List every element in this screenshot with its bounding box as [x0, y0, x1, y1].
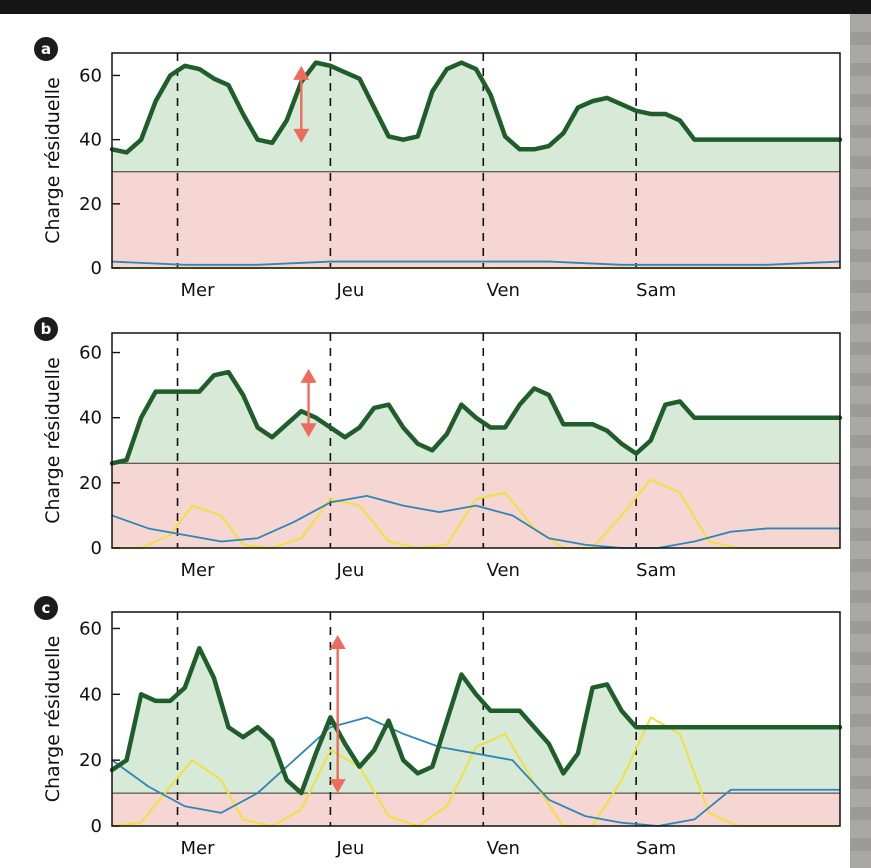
- series-line-yellow: [111, 478, 841, 549]
- panel-badge-label: b: [41, 320, 52, 338]
- x-day-label: Jeu: [336, 560, 365, 581]
- variation-arrow-head-top: [293, 65, 310, 80]
- y-tick-label: 0: [91, 816, 102, 837]
- series-line-yellow: [111, 716, 841, 827]
- y-tick-label: 20: [79, 750, 102, 771]
- residual-load-line: [109, 60, 843, 155]
- residual-load-line: [109, 369, 843, 466]
- y-axis-label: Charge résiduelle: [42, 636, 64, 803]
- y-tick-label: 60: [79, 343, 102, 364]
- panel-badge: [34, 37, 58, 61]
- series-line-blue: [111, 716, 841, 827]
- x-day-label: Mer: [181, 838, 216, 859]
- series-line-blue: [111, 260, 841, 266]
- plot-frame: [111, 52, 841, 269]
- chart-panel-b: 0 20 40 60 Mer Jeu Ven Sam Charge résiduelle b: [34, 317, 843, 581]
- x-day-label: Jeu: [336, 838, 365, 859]
- surplus-region: [112, 648, 840, 794]
- variation-arrow-head-bottom: [300, 423, 317, 438]
- y-axis-label: Charge résiduelle: [42, 77, 64, 244]
- y-tick-label: 0: [91, 258, 102, 279]
- y-tick-label: 40: [79, 130, 102, 151]
- panel-badge: [34, 596, 58, 620]
- chart-panel-c: 0 20 40 60 Mer Jeu Ven Sam Charge résiduelle c: [34, 596, 843, 859]
- panel-badge-label: a: [41, 40, 51, 58]
- x-day-label: Ven: [487, 280, 520, 301]
- variation-arrow-head-top: [329, 635, 346, 650]
- deficit-region: [112, 793, 840, 826]
- top-border-bar: [0, 0, 871, 14]
- plot-frame: [111, 332, 841, 549]
- x-day-label: Sam: [636, 838, 676, 859]
- x-day-label: Ven: [487, 560, 520, 581]
- y-tick-label: 20: [79, 194, 102, 215]
- y-tick-label: 40: [79, 408, 102, 429]
- plot-frame: [111, 611, 841, 827]
- y-axis-label: Charge résiduelle: [42, 357, 64, 524]
- series-line-blue: [111, 494, 841, 549]
- chart-panel-a: 0 20 40 60 Mer Jeu Ven Sam Charge résiduelle a: [34, 37, 843, 301]
- y-tick-label: 40: [79, 684, 102, 705]
- residual-load-line: [109, 645, 843, 796]
- surplus-region: [112, 62, 840, 172]
- deficit-region: [112, 171, 840, 268]
- y-tick-label: 0: [91, 538, 102, 559]
- variation-arrow-head-top: [300, 368, 317, 383]
- variation-arrow-head-bottom: [329, 779, 346, 794]
- y-tick-label: 20: [79, 473, 102, 494]
- x-day-label: Sam: [636, 560, 676, 581]
- y-tick-label: 60: [79, 65, 102, 86]
- panel-badge-label: c: [42, 599, 51, 617]
- x-day-label: Sam: [636, 280, 676, 301]
- x-day-label: Jeu: [336, 280, 365, 301]
- panel-badge: [34, 317, 58, 341]
- x-day-label: Mer: [181, 280, 216, 301]
- x-day-label: Ven: [487, 838, 520, 859]
- y-tick-label: 60: [79, 618, 102, 639]
- variation-arrow-head-bottom: [293, 128, 310, 143]
- x-day-label: Mer: [181, 560, 216, 581]
